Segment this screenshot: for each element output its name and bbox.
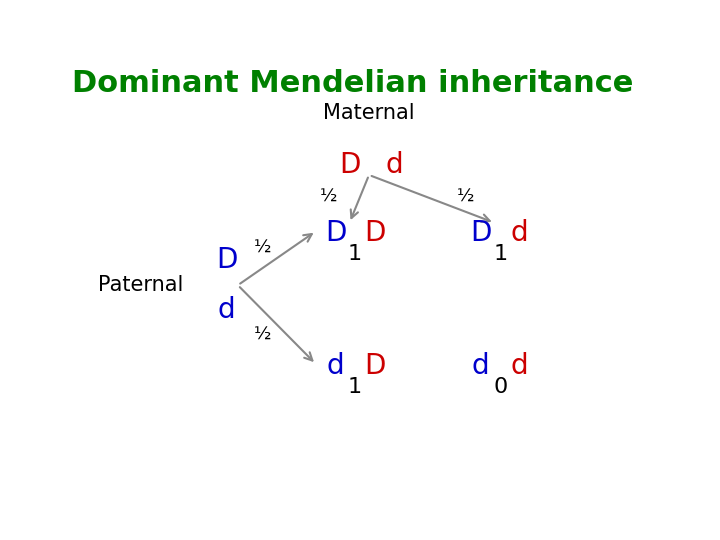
- Text: ½: ½: [254, 326, 271, 344]
- Text: D: D: [339, 151, 360, 179]
- Text: D: D: [325, 219, 346, 247]
- Text: D: D: [470, 219, 491, 247]
- Text: Paternal: Paternal: [97, 275, 183, 295]
- Text: D: D: [364, 352, 385, 380]
- Text: d: d: [511, 352, 528, 380]
- Text: 0: 0: [493, 377, 508, 397]
- Text: d: d: [385, 151, 403, 179]
- Text: 1: 1: [348, 377, 362, 397]
- Text: ½: ½: [254, 239, 271, 256]
- Text: ½: ½: [320, 188, 337, 206]
- Text: d: d: [472, 352, 490, 380]
- Text: D: D: [364, 219, 385, 247]
- Text: d: d: [218, 296, 235, 324]
- Text: Dominant Mendelian inheritance: Dominant Mendelian inheritance: [71, 69, 633, 98]
- Text: d: d: [327, 352, 344, 380]
- Text: 1: 1: [493, 244, 507, 264]
- Text: 1: 1: [348, 244, 362, 264]
- Text: ½: ½: [456, 188, 474, 206]
- Text: Maternal: Maternal: [323, 103, 415, 123]
- Text: d: d: [511, 219, 528, 247]
- Text: D: D: [216, 246, 238, 274]
